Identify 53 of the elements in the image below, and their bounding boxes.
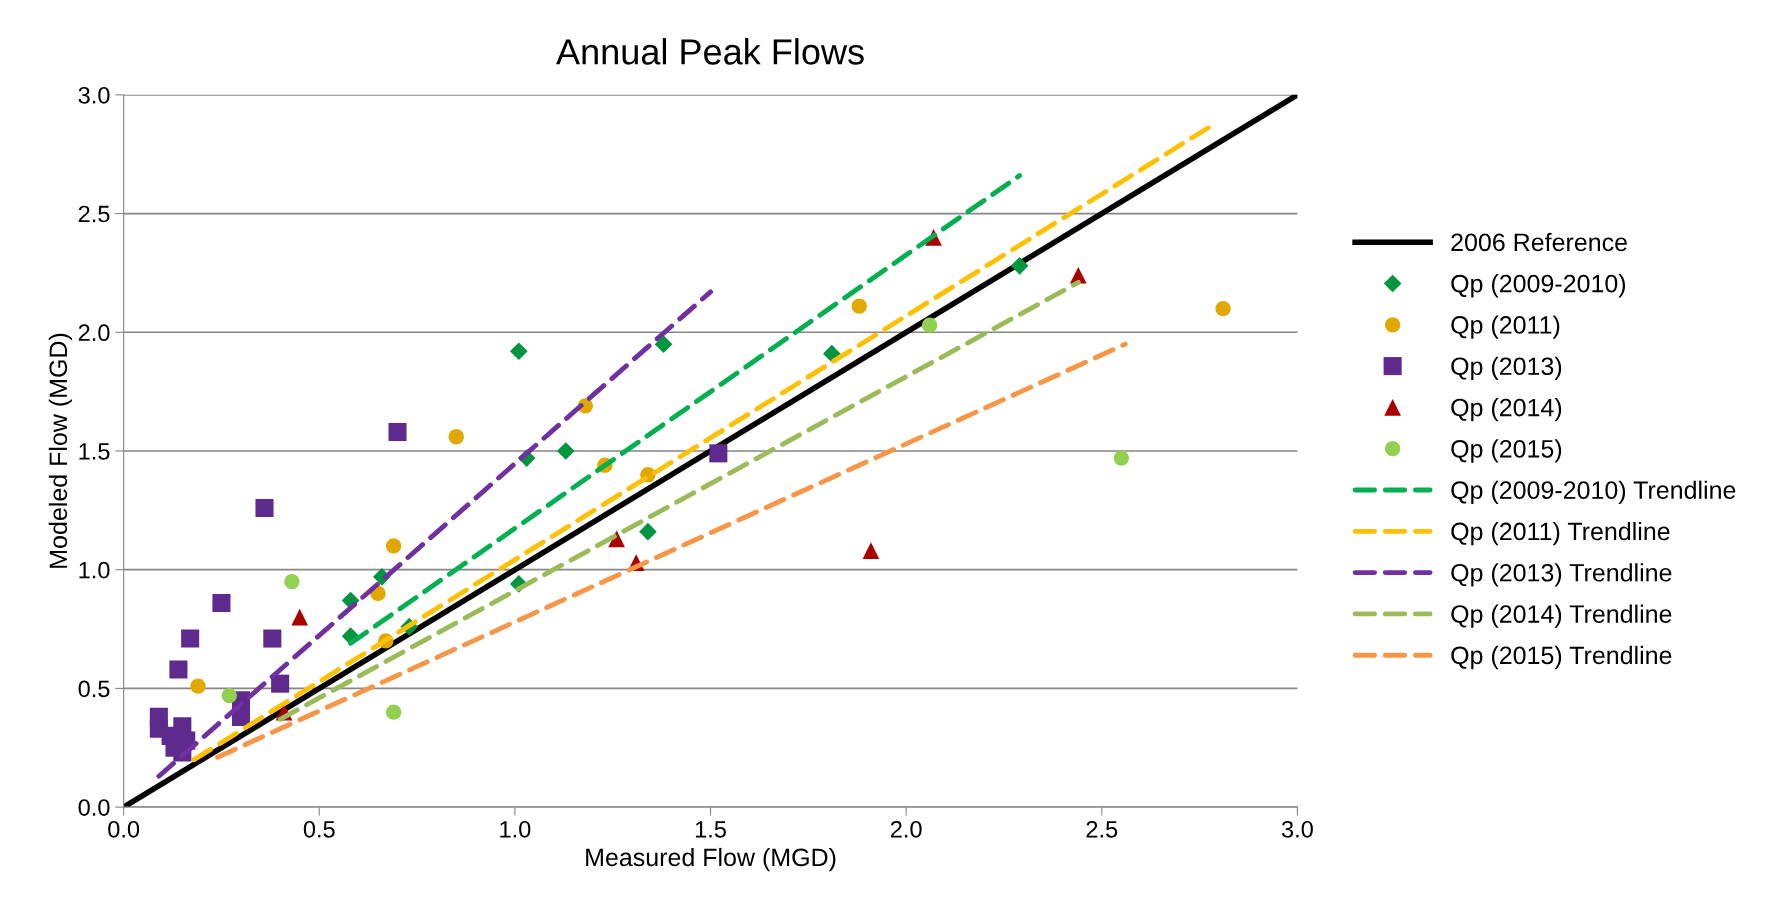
point [1010,256,1029,275]
y-tick-label: 3.0 [78,86,110,104]
x-tick-label: 0.5 [303,820,335,838]
point [709,444,728,463]
legend-label: Qp (2015) [1451,439,1562,463]
legend-label: Qp (2009-2010) [1451,274,1626,298]
point [291,608,309,626]
legend-label: Qp (2013) [1451,356,1562,381]
point [509,342,528,361]
x-tick-label: 2.5 [1086,820,1118,838]
point [181,629,200,648]
legend-label: 2006 Reference [1451,232,1627,252]
point [169,660,188,679]
point [212,593,231,612]
point [556,442,575,460]
y-tick-label: 2.5 [78,205,110,223]
point [255,498,274,517]
x-axis-title: Measured Flow (MGD) [586,847,836,872]
x-tick-label: 2.0 [890,820,922,838]
x-tick-label: 1.0 [500,820,531,838]
point [448,429,464,445]
legend-label: Qp (2015) Trendline [1451,645,1672,670]
point [221,687,237,704]
legend-label: Qp (2013) Trendline [1451,563,1672,587]
x-tick-label: 0.0 [108,820,140,838]
legend-label: Qp (2014) Trendline [1451,604,1672,628]
point [921,317,938,333]
y-axis-title: Modeled Flow (MGD) [48,333,73,568]
y-tick-label: 0.0 [78,799,110,816]
point [388,422,407,442]
y-tick-label: 1.0 [79,561,110,579]
legend-label: Qp (2011) Trendline [1451,521,1670,546]
legend-label: Qp (2014) [1451,398,1562,422]
point [1113,450,1129,466]
point [385,704,402,720]
point [1215,300,1231,317]
chart-title: Annual Peak Flows [556,38,864,65]
y-tick-label: 2.0 [78,324,110,342]
point [284,573,300,590]
point [271,674,290,693]
point [654,335,673,353]
point [263,629,282,648]
point [851,298,867,314]
legend-label: Qp (2011) [1451,315,1560,339]
point [639,522,657,541]
point [385,538,402,554]
point [190,678,206,694]
y-tick-label: 1.5 [79,443,110,460]
x-tick-label: 3.0 [1281,820,1313,838]
legend-label: Qp (2009-2010) Trendline [1451,480,1736,504]
y-tick-label: 0.5 [78,680,110,698]
point [862,542,880,560]
x-tick-label: 1.5 [695,821,726,838]
